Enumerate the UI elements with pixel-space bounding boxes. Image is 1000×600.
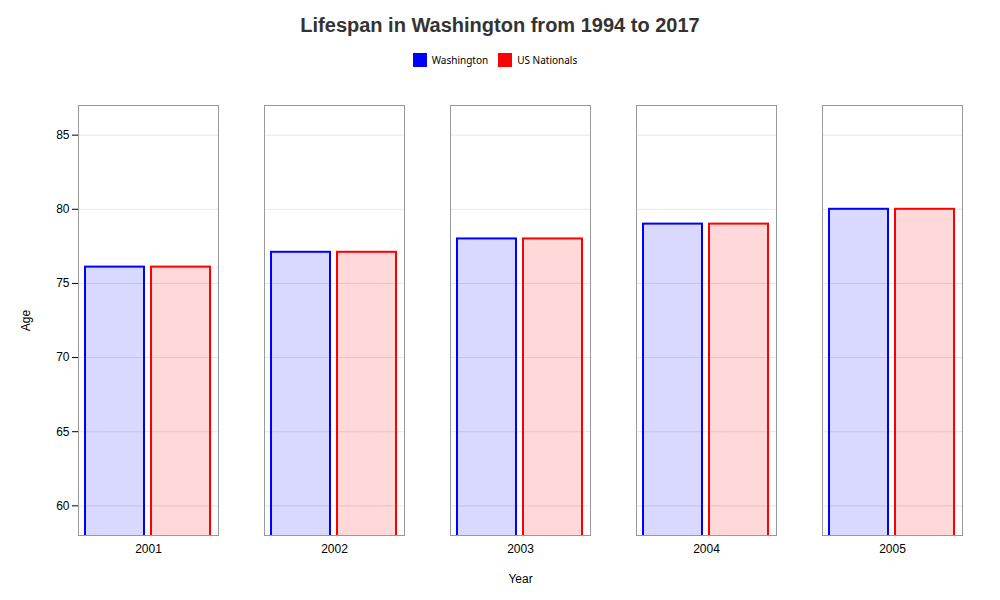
- svg-text:2004: 2004: [693, 542, 720, 556]
- svg-text:Year: Year: [508, 572, 532, 586]
- svg-text:60: 60: [56, 499, 70, 513]
- svg-text:Age: Age: [19, 310, 33, 332]
- svg-text:80: 80: [56, 202, 70, 216]
- svg-text:2003: 2003: [507, 542, 534, 556]
- html-text:Washington: Washington: [431, 52, 489, 67]
- svg-text:2002: 2002: [321, 542, 348, 556]
- html-text:Lifespan in Washington from 19: Lifespan in Washington from 1994 to 2017: [300, 14, 700, 36]
- svg-text:65: 65: [56, 425, 70, 439]
- svg-text:2001: 2001: [135, 542, 162, 556]
- svg-text:2005: 2005: [879, 542, 906, 556]
- svg-text:85: 85: [56, 128, 70, 142]
- html-text:US Nationals: US Nationals: [517, 52, 578, 67]
- svg-text:70: 70: [56, 350, 70, 364]
- svg-text:75: 75: [56, 276, 70, 290]
